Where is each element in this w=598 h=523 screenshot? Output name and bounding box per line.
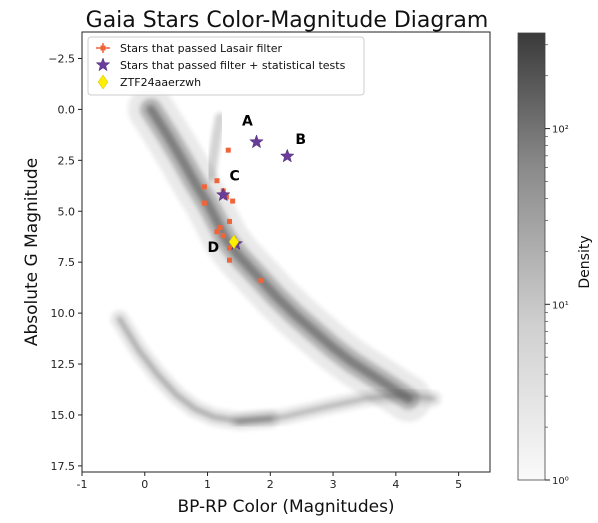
legend-label-2: ZTF24aaerzwh	[120, 76, 201, 89]
density-main-sequence-core	[146, 104, 413, 404]
series-2-point-0	[228, 234, 240, 250]
series-0-point-13	[258, 278, 264, 284]
colorbar: 10⁰ 10¹ 10² Density	[517, 32, 593, 487]
colorbar-tick-label: 10⁰	[552, 476, 569, 487]
annotation-b: B	[295, 132, 306, 148]
legend-label-1: Stars that passed filter + statistical t…	[120, 59, 346, 72]
series-0-point-10	[220, 233, 226, 239]
y-tick-label: 12.5	[51, 358, 76, 371]
series-0-point-1	[214, 178, 220, 184]
x-axis-ticks: -1 0 1 2 3 4 5	[77, 472, 462, 491]
y-tick-label: −2.5	[48, 52, 75, 65]
y-tick-label: 10.0	[51, 307, 76, 320]
x-tick-label: 3	[330, 478, 337, 491]
legend-swatch-2	[97, 74, 109, 90]
series-0-point-11	[227, 245, 233, 251]
y-tick-label: 7.5	[58, 256, 76, 269]
series-0-point-2	[201, 184, 207, 190]
series-0-point-7	[227, 218, 233, 224]
y-tick-label: 15.0	[51, 409, 76, 422]
chart-title: Gaia Stars Color-Magnitude Diagram	[86, 8, 489, 33]
colorbar-gradient	[517, 32, 546, 481]
density-white-dwarf-sequence	[116, 316, 274, 425]
x-tick-label: 5	[455, 478, 462, 491]
series-0-point-6	[201, 200, 207, 206]
series-0-point-0	[225, 147, 231, 153]
series-0-point-9	[214, 229, 220, 235]
density-giant-branch	[205, 112, 226, 182]
legend-swatch-1	[95, 57, 111, 72]
colorbar-tick-label: 10¹	[552, 300, 569, 311]
y-axis-label: Absolute G Magnitude	[22, 158, 42, 346]
density-background	[110, 86, 442, 431]
y-tick-label: 17.5	[51, 460, 76, 473]
series-0-point-5	[230, 198, 236, 204]
x-axis-label: BP-RP Color (Magnitudes)	[177, 497, 394, 517]
annotation-a: A	[242, 114, 253, 130]
annotation-c: C	[230, 169, 240, 185]
colorbar-tick-label: 10²	[552, 125, 569, 136]
legend-label-0: Stars that passed Lasair filter	[120, 42, 283, 55]
series-layer	[201, 134, 295, 284]
x-tick-label: 1	[204, 478, 211, 491]
x-tick-label: 0	[141, 478, 148, 491]
series-1-point-2	[215, 187, 231, 202]
legend-swatch-0	[100, 45, 106, 51]
series-0-point-8	[217, 225, 223, 231]
density-lower-sequence	[236, 392, 436, 424]
y-axis-ticks: −2.5 0.0 2.5 5.0 7.5 10.0 12.5 15.0 17.5	[48, 52, 82, 473]
x-tick-label: 2	[267, 478, 274, 491]
x-tick-label: -1	[77, 478, 88, 491]
plot-frame	[81, 31, 491, 473]
annotation-layer: A B C D	[208, 114, 307, 256]
series-0-point-12	[227, 257, 233, 263]
colorbar-label: Density	[577, 235, 593, 288]
y-tick-label: 0.0	[58, 103, 76, 116]
y-tick-label: 5.0	[58, 205, 76, 218]
series-1-point-1	[279, 148, 295, 163]
legend-box	[87, 36, 365, 96]
series-1-point-0	[249, 134, 264, 149]
x-tick-label: 4	[392, 478, 399, 491]
legend: Stars that passed Lasair filter Stars tha…	[87, 36, 365, 96]
annotation-d: D	[208, 240, 220, 256]
y-tick-label: 2.5	[58, 154, 76, 167]
